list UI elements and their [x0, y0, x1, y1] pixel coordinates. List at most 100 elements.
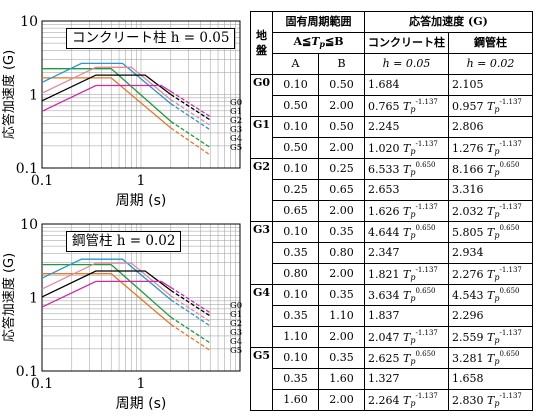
- accel-exponent: -1.137: [415, 266, 438, 274]
- accel-exponent: 0.650: [499, 350, 520, 358]
- accel-coefficient: 0.765: [368, 100, 400, 113]
- concrete-accel-cell: 1.821 Tp-1.137: [364, 263, 449, 285]
- steel-accel-cell: 4.543 Tp0.650: [448, 284, 533, 306]
- steel-accel-cell: 3.281 Tp0.650: [448, 347, 533, 369]
- series-extension: [170, 316, 211, 344]
- accel-coefficient: 1.020: [368, 142, 400, 155]
- series-g2: [41, 258, 211, 327]
- x-tick-label: 1: [137, 376, 146, 392]
- period-subscript: p: [410, 210, 416, 219]
- table-row: 1.10 2.00 2.047 Tp-1.137 2.559 Tp-1.137: [251, 326, 533, 348]
- series-g1: [42, 68, 211, 149]
- concrete-accel-cell: 3.634 Tp0.650: [364, 284, 449, 306]
- range-a-cell: 0.10: [272, 116, 319, 138]
- header-concrete: コンクリート柱: [364, 32, 449, 54]
- soil-class-cell: G5: [250, 347, 273, 411]
- response-acceleration-table: 地盤 固有周期範囲 応答加速度 (G) A≦Tp≦B コンクリート柱 鋼管柱 A…: [250, 11, 533, 411]
- period-symbol: T: [403, 163, 411, 176]
- accel-coefficient: 3.634: [368, 289, 400, 302]
- series-g2: [41, 62, 211, 131]
- series-extension: [170, 323, 211, 352]
- x-tick-label: 0.1: [31, 376, 53, 392]
- concrete-accel-cell: 4.644 Tp0.650: [364, 221, 449, 243]
- series-label-g2: G2: [230, 319, 242, 329]
- range-a-cell: 0.10: [272, 158, 319, 180]
- range-a-cell: 0.10: [272, 221, 319, 243]
- range-b-cell: 2.00: [318, 137, 365, 159]
- header-accel: 応答加速度 (G): [364, 11, 533, 33]
- table-row: 0.50 2.00 0.765 Tp-1.137 0.957 Tp-1.137: [251, 95, 533, 117]
- range-b-cell: 2.00: [318, 326, 365, 348]
- steel-accel-cell: 1.658: [448, 368, 533, 390]
- series-line: [41, 84, 172, 112]
- steel-accel-cell: 1.276 Tp-1.137: [448, 137, 533, 159]
- accel-exponent: -1.137: [415, 392, 438, 400]
- range-a-cell: 0.50: [272, 137, 319, 159]
- accel-coefficient: 2.806: [452, 120, 484, 133]
- range-a-cell: 0.35: [272, 368, 319, 390]
- series-label-g5: G5: [230, 346, 242, 356]
- table-row: 0.35 0.80 2.347 2.934: [251, 242, 533, 264]
- range-b-cell: 0.35: [318, 347, 365, 369]
- y-axis-label: 応答加速度 (G): [1, 50, 17, 139]
- series-extension: [170, 299, 211, 327]
- accel-exponent: -1.137: [415, 329, 438, 337]
- period-symbol: T: [487, 268, 495, 281]
- concrete-accel-cell: 2.347: [364, 242, 449, 264]
- table-row: G4 0.10 0.35 3.634 Tp0.650 4.543 Tp0.650: [250, 284, 533, 348]
- accel-exponent: -1.137: [415, 98, 438, 106]
- concrete-accel-cell: 0.765 Tp-1.137: [364, 95, 449, 117]
- series-line: [42, 68, 172, 122]
- series-extension: [170, 120, 211, 149]
- plot-frame: [41, 223, 241, 372]
- accel-exponent: -1.137: [499, 266, 522, 274]
- accel-exponent: 0.650: [499, 287, 520, 295]
- period-symbol: T: [403, 352, 411, 365]
- range-a-cell: 1.10: [272, 326, 319, 348]
- accel-exponent: -1.137: [499, 98, 522, 106]
- series-extension: [170, 99, 211, 126]
- range-b-cell: 1.60: [318, 368, 365, 390]
- period-subscript: p: [494, 294, 500, 303]
- period-symbol: T: [403, 331, 411, 344]
- period-symbol: T: [487, 100, 495, 113]
- accel-exponent: 0.650: [499, 161, 520, 169]
- series-g3: [41, 66, 211, 126]
- table-row: 0.35 1.10 1.837 2.296: [251, 305, 533, 327]
- range-b-cell: 0.25: [318, 158, 365, 180]
- y-tick-label: 0.1: [16, 161, 38, 177]
- steel-accel-cell: 2.032 Tp-1.137: [448, 200, 533, 222]
- period-symbol: T: [487, 394, 495, 407]
- table-row: G2 0.10 0.25 6.533 Tp0.650 8.166 Tp0.650: [250, 158, 533, 222]
- concrete-accel-cell: 1.626 Tp-1.137: [364, 200, 449, 222]
- period-symbol: T: [487, 289, 495, 302]
- x-axis-label: 周期 (s): [116, 396, 167, 412]
- accel-exponent: 0.650: [415, 350, 436, 358]
- table-row: 0.50 2.00 1.020 Tp-1.137 1.276 Tp-1.137: [251, 137, 533, 159]
- accel-coefficient: 4.543: [452, 289, 484, 302]
- range-b-cell: 0.80: [318, 242, 365, 264]
- series-label-g0: G0: [230, 301, 242, 311]
- period-symbol: T: [487, 205, 495, 218]
- header-soil: 地盤: [250, 11, 273, 75]
- period-subscript: p: [410, 168, 416, 177]
- soil-class-cell: G0: [250, 74, 273, 117]
- table-header: 地盤 固有周期範囲 応答加速度 (G) A≦Tp≦B コンクリート柱 鋼管柱 A…: [250, 11, 533, 75]
- y-axis-label: 応答加速度 (G): [1, 253, 17, 342]
- accel-coefficient: 0.957: [452, 100, 484, 113]
- accel-coefficient: 3.316: [452, 183, 484, 196]
- steel-accel-cell: 5.805 Tp0.650: [448, 221, 533, 243]
- steel-accel-cell: 2.296: [448, 305, 533, 327]
- series-g5: [41, 280, 211, 314]
- header-concrete-h: h = 0.05: [364, 53, 449, 75]
- series-label-g4: G4: [230, 337, 242, 347]
- period-subscript: p: [410, 399, 416, 408]
- period-symbol: T: [487, 352, 495, 365]
- accel-exponent: -1.137: [499, 392, 522, 400]
- steel-accel-cell: 0.957 Tp-1.137: [448, 95, 533, 117]
- table-row: G3 0.10 0.35 4.644 Tp0.650 5.805 Tp0.650: [250, 221, 533, 285]
- range-b-cell: 2.00: [318, 263, 365, 285]
- accel-coefficient: 2.105: [452, 78, 484, 91]
- period-subscript: p: [410, 147, 416, 156]
- period-symbol: T: [487, 331, 495, 344]
